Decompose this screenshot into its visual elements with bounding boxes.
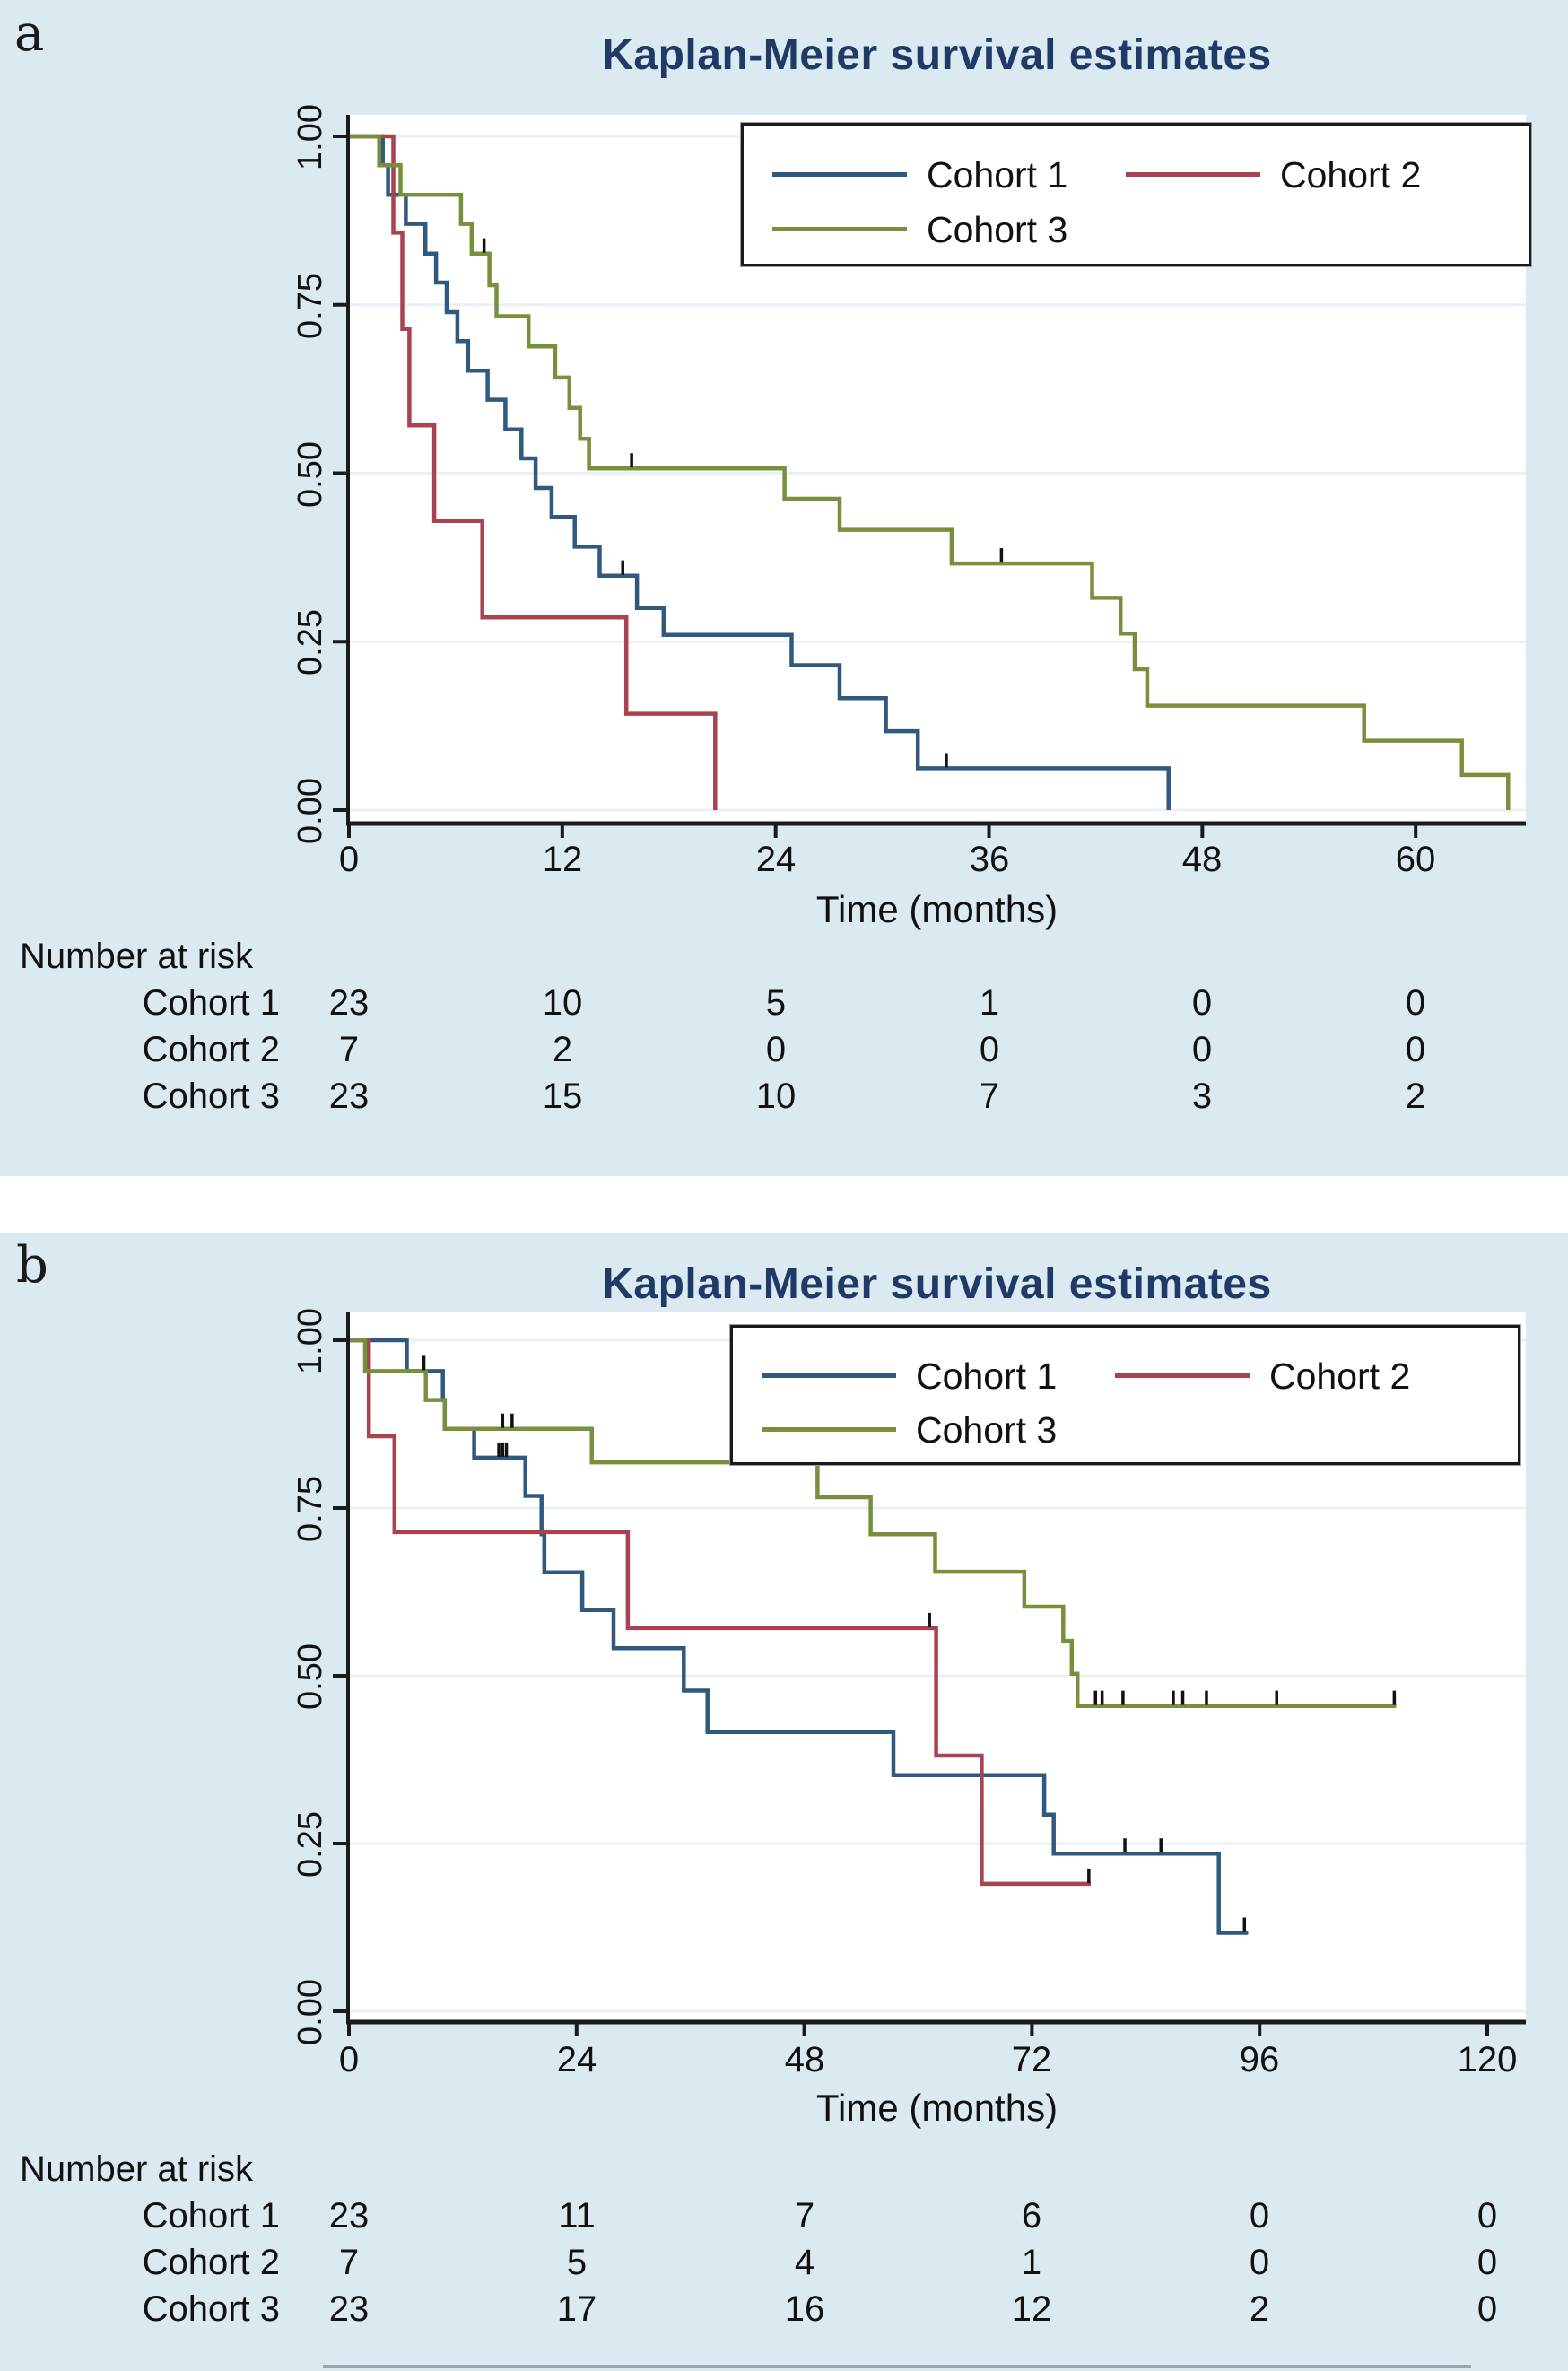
- risk-value: 5: [566, 2243, 588, 2282]
- legend-label-cohort3: Cohort 3: [927, 209, 1068, 250]
- legend-b: Cohort 1 Cohort 2 Cohort 3: [730, 1325, 1520, 1465]
- legend-label-cohort1: Cohort 1: [916, 1355, 1058, 1397]
- legend-label-cohort1: Cohort 1: [927, 154, 1068, 196]
- risk-value: 7: [979, 1077, 1000, 1116]
- risk-value: 7: [338, 2243, 360, 2282]
- y-tick-label: 0.25: [291, 609, 329, 676]
- risk-value: 5: [765, 983, 787, 1023]
- risk-value: 7: [794, 2196, 815, 2236]
- cohort3-line-swatch: [762, 1427, 896, 1432]
- x-tick-label: 0: [338, 2040, 360, 2079]
- x-tick-label: 24: [556, 2040, 597, 2079]
- risk-value: 0: [1191, 1030, 1213, 1069]
- risk-value: 1: [979, 983, 1000, 1023]
- risk-value: 4: [794, 2243, 815, 2282]
- x-tick-label: 72: [1011, 2040, 1052, 2079]
- cohort3-line-swatch: [772, 227, 907, 231]
- y-tick-label: 0.25: [291, 1811, 329, 1878]
- risk-value: 0: [1477, 2289, 1498, 2329]
- risk-value: 0: [765, 1030, 787, 1069]
- risk-row-label: Cohort 2: [142, 1030, 280, 1069]
- risk-value: 23: [328, 983, 370, 1023]
- cohort2-line-swatch: [1126, 172, 1260, 177]
- risk-value: 2: [552, 1030, 573, 1069]
- risk-value: 0: [1249, 2243, 1270, 2282]
- risk-row-label: Cohort 1: [142, 2196, 280, 2236]
- x-axis-title: Time (months): [815, 888, 1058, 930]
- risk-value: 2: [1405, 1077, 1426, 1116]
- y-tick-label: 1.00: [291, 1308, 329, 1374]
- risk-row-label: Cohort 2: [142, 2243, 280, 2282]
- risk-value: 11: [558, 2196, 596, 2236]
- x-tick-label: 12: [542, 840, 583, 879]
- cohort2-line-swatch: [1115, 1373, 1250, 1378]
- x-tick-label: 96: [1239, 2040, 1280, 2079]
- risk-value: 16: [784, 2289, 825, 2329]
- risk-value: 10: [755, 1077, 797, 1116]
- y-tick-label: 0.75: [291, 1476, 329, 1542]
- y-tick-label: 0.50: [291, 441, 329, 508]
- risk-value: 23: [328, 2289, 370, 2329]
- risk-value: 0: [1405, 983, 1426, 1023]
- risk-value: 0: [979, 1030, 1000, 1069]
- risk-value: 17: [556, 2289, 597, 2329]
- panel-a: a Kaplan-Meier survival estimates 1.00 0…: [0, 0, 1568, 1176]
- panel-b-letter: b: [16, 1236, 48, 1294]
- legend-label-cohort2: Cohort 2: [1280, 154, 1422, 196]
- x-tick-label: 24: [755, 840, 797, 879]
- x-tick-label: 120: [1457, 2040, 1518, 2079]
- x-axis-title: Time (months): [815, 2087, 1058, 2129]
- legend-label-cohort2: Cohort 2: [1269, 1355, 1411, 1397]
- x-tick-label: 48: [784, 2040, 825, 2079]
- risk-value: 23: [328, 1077, 370, 1116]
- x-tick-label: 60: [1395, 840, 1436, 879]
- x-tick-label: 0: [338, 840, 360, 879]
- chart-title-a: Kaplan-Meier survival estimates: [602, 31, 1272, 79]
- y-tick-label: 1.00: [291, 104, 329, 170]
- risk-value: 0: [1477, 2196, 1498, 2236]
- y-tick-label: 0.50: [291, 1643, 329, 1710]
- risk-value: 12: [1011, 2289, 1052, 2329]
- cohort1-line-swatch: [772, 172, 907, 177]
- risk-value: 0: [1405, 1030, 1426, 1069]
- cropped-figure-edge: [323, 2365, 1471, 2368]
- risk-value: 0: [1249, 2196, 1270, 2236]
- risk-value: 2: [1249, 2289, 1270, 2329]
- chart-title-b: Kaplan-Meier survival estimates: [602, 1260, 1272, 1308]
- risk-value: 1: [1021, 2243, 1042, 2282]
- risk-row-label: Cohort 3: [142, 1077, 280, 1116]
- panel-a-letter: a: [14, 4, 45, 63]
- risk-table-header: Number at risk: [20, 2149, 254, 2189]
- risk-row-label: Cohort 3: [142, 2289, 280, 2329]
- x-tick-label: 48: [1181, 840, 1223, 879]
- panel-b: b Kaplan-Meier survival estimates 1.00 0…: [0, 1233, 1568, 2371]
- risk-row-label: Cohort 1: [142, 983, 280, 1023]
- risk-table-header: Number at risk: [20, 937, 254, 976]
- x-tick-label: 36: [969, 840, 1010, 879]
- y-tick-label: 0.75: [291, 273, 329, 339]
- legend-a: Cohort 1 Cohort 2 Cohort 3: [741, 123, 1531, 266]
- risk-value: 0: [1191, 983, 1213, 1023]
- risk-value: 6: [1021, 2196, 1042, 2236]
- legend-label-cohort3: Cohort 3: [916, 1409, 1058, 1451]
- risk-value: 15: [542, 1077, 583, 1116]
- risk-value: 7: [338, 1030, 360, 1069]
- risk-value: 10: [542, 983, 583, 1023]
- risk-value: 3: [1191, 1077, 1213, 1116]
- risk-value: 23: [328, 2196, 370, 2236]
- cohort1-line-swatch: [762, 1373, 896, 1378]
- risk-value: 0: [1477, 2243, 1498, 2282]
